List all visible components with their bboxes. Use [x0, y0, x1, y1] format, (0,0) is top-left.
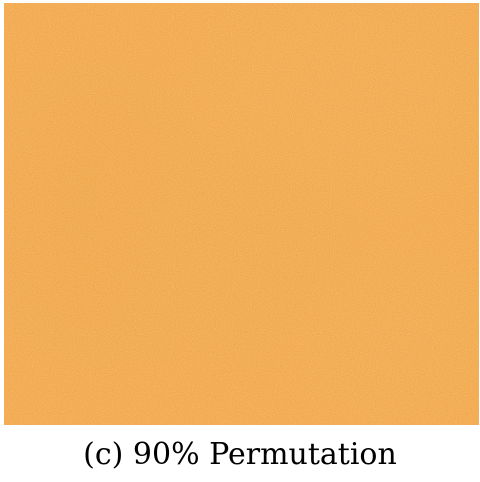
light-specks	[4, 3, 479, 425]
permuted-noise-image	[4, 3, 479, 425]
permuted-noise-image-svg	[4, 3, 479, 425]
figure-caption: (c) 90% Permutation	[0, 437, 480, 473]
